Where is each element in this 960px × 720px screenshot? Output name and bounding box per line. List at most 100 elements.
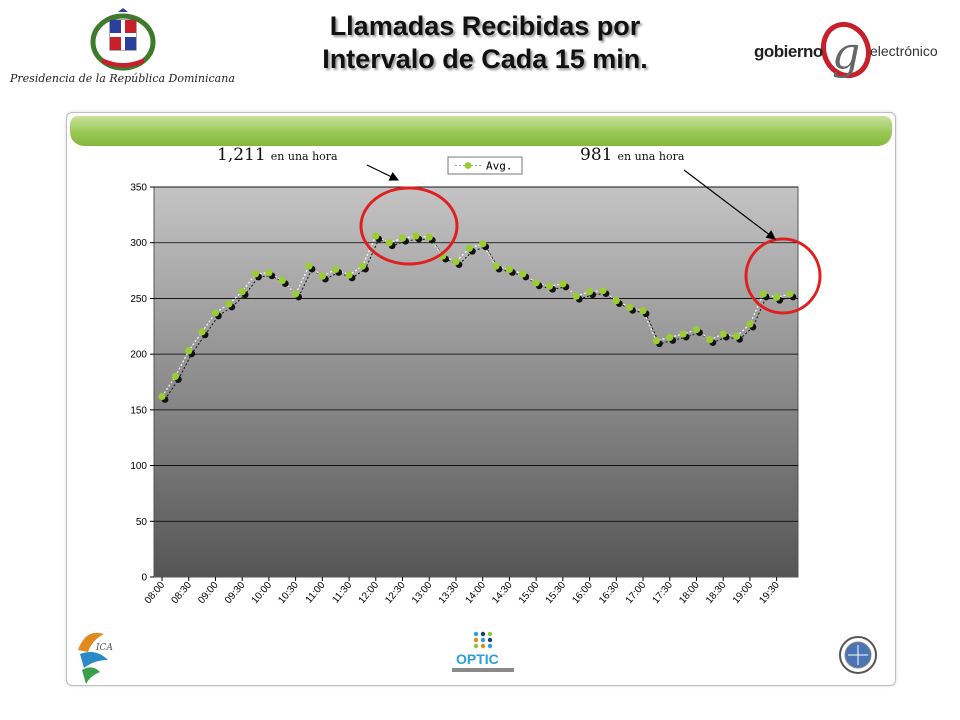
annotation-left-value: 1,211: [217, 145, 266, 165]
x-tick-label: 10:30: [276, 580, 301, 607]
data-point: [559, 280, 567, 288]
oas-seal-icon: [839, 636, 877, 674]
data-point: [425, 233, 433, 241]
data-point: [185, 347, 193, 355]
data-point: [746, 320, 754, 328]
optic-dot: [480, 643, 486, 649]
data-point: [532, 279, 540, 287]
data-point: [171, 372, 179, 381]
data-point: [251, 270, 260, 278]
data-point: [305, 262, 313, 270]
data-point: [679, 330, 687, 338]
x-tick-label: 14:30: [490, 580, 515, 607]
data-point: [358, 262, 367, 270]
x-tick-label: 11:30: [330, 580, 354, 606]
annotation-right: 981 en una hora: [580, 146, 800, 165]
data-point: [505, 265, 514, 274]
data-point: [452, 258, 460, 266]
brand-g-icon: g: [820, 21, 872, 79]
optic-dot: [487, 631, 493, 637]
slide-title: Llamadas Recibidas por Intervalo de Cada…: [260, 10, 710, 76]
optic-dot: [480, 637, 486, 643]
x-tick-label: 13:30: [437, 580, 462, 607]
data-point: [706, 336, 714, 344]
data-point: [198, 328, 206, 336]
legend-label-avg: Avg.: [486, 160, 513, 173]
x-tick-label: 16:00: [570, 580, 595, 607]
x-tick-label: 17:00: [624, 580, 649, 607]
data-point: [238, 288, 246, 296]
slide-title-line-2: Intervalo de Cada 15 min.: [322, 44, 648, 74]
series-shadow-line: [164, 238, 794, 400]
optic-dot: [480, 631, 486, 637]
x-tick-label: 15:00: [517, 580, 542, 607]
ica-logo: ICA: [78, 632, 113, 684]
data-point: [732, 332, 741, 340]
gobierno-electronico-logo: g gobierno electrónico: [748, 18, 944, 84]
data-point: [278, 277, 286, 285]
data-point: [492, 262, 500, 270]
x-tick-label: 09:30: [223, 580, 248, 607]
data-point: [572, 292, 580, 300]
optic-dot: [473, 637, 479, 643]
y-tick-label: 250: [130, 294, 147, 305]
optic-dot: [487, 643, 493, 649]
data-point: [345, 271, 353, 279]
data-point: [773, 293, 781, 301]
x-tick-label: 08:00: [143, 580, 168, 607]
series-line-avg: [161, 235, 791, 397]
annotation-arrow-right: [683, 169, 776, 240]
data-point: [545, 282, 554, 290]
data-point: [372, 232, 380, 240]
optic-logo: OPTIC: [452, 631, 514, 672]
annotation-right-value: 981: [580, 145, 613, 165]
y-tick-label: 150: [130, 405, 147, 416]
data-point: [479, 240, 487, 248]
data-point: [626, 303, 634, 311]
optic-dots-icon: [473, 631, 493, 649]
data-point: [519, 270, 527, 278]
data-point: [292, 290, 300, 298]
x-tick-label: 08:30: [170, 580, 195, 607]
coat-of-arms-icon: [90, 8, 156, 71]
brand-letter: g: [832, 28, 860, 79]
data-point: [465, 244, 473, 252]
data-point: [412, 232, 420, 240]
brand-text-left: gobierno: [754, 42, 823, 61]
y-tick-label: 350: [130, 183, 147, 194]
annotation-left-text: en una hora: [270, 150, 338, 163]
legend-marker: [464, 162, 472, 169]
data-point: [385, 239, 393, 247]
x-tick-label: 12:30: [383, 580, 408, 607]
y-tick-label: 100: [130, 461, 147, 472]
data-point: [332, 265, 340, 274]
ica-label: ICA: [95, 643, 113, 653]
data-point: [211, 309, 220, 317]
data-point: [652, 337, 660, 345]
x-tick-label: 12:00: [357, 580, 382, 607]
x-tick-label: 17:30: [651, 580, 676, 607]
x-tick-label: 19:00: [731, 580, 756, 607]
data-point: [759, 290, 767, 298]
presidency-caption: Presidencia de la República Dominicana: [10, 72, 235, 85]
x-tick-label: 09:00: [196, 580, 221, 607]
annotation-right-text: en una hora: [617, 150, 685, 163]
optic-dot: [487, 637, 493, 643]
x-tick-label: 16:30: [597, 580, 622, 607]
data-point: [786, 290, 794, 298]
optic-dot: [473, 631, 479, 637]
x-tick-label: 18:00: [677, 580, 702, 607]
x-tick-label: 15:30: [544, 580, 569, 607]
y-tick-label: 50: [136, 517, 148, 528]
data-point: [585, 288, 594, 296]
data-point: [612, 297, 620, 305]
data-point: [719, 330, 727, 338]
optic-dot: [473, 643, 479, 649]
highlight-circle-peak: [359, 186, 459, 266]
data-point: [639, 307, 647, 315]
data-point: [318, 272, 326, 280]
brand-text-right: electrónico: [870, 43, 938, 59]
x-tick-label: 11:00: [304, 580, 328, 606]
optic-label: OPTIC: [456, 651, 499, 667]
